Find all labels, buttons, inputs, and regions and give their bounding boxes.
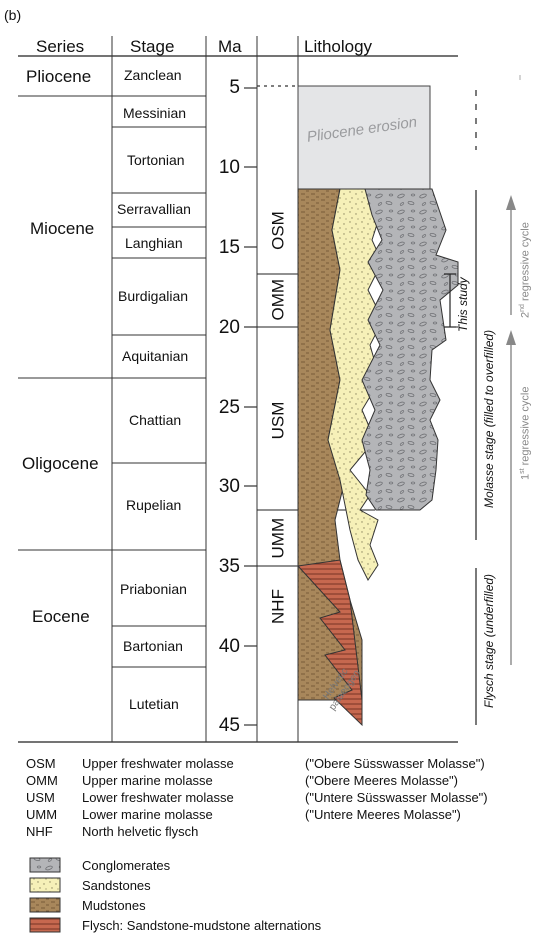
abbr-german: ("Obere Süsswasser Molasse") <box>305 756 485 771</box>
ma-label-40: 40 <box>218 636 240 657</box>
legend-sandstones: Sandstones <box>82 878 151 893</box>
first-regressive-cycle-label: 1st regressive cycle <box>519 387 532 481</box>
ma-label-15: 15 <box>218 237 240 258</box>
legend-mudstones: Mudstones <box>82 898 146 913</box>
stage-chattian: Chattian <box>129 412 182 428</box>
stage-rupelian: Rupelian <box>126 497 182 513</box>
stage-messinian: Messinian <box>123 105 187 121</box>
ma-label-10: 10 <box>218 157 240 178</box>
unit-umm: UMM <box>268 517 288 559</box>
stage-bartonian: Bartonian <box>123 638 183 654</box>
series-miocene: Miocene <box>30 219 95 238</box>
ma-label-35: 35 <box>218 556 240 577</box>
this-study-bracket <box>444 273 456 328</box>
ma-label-45: 45 <box>218 715 240 736</box>
ma-label-20: 20 <box>218 317 240 338</box>
legend-swatches <box>29 857 61 933</box>
unit-usm: USM <box>268 401 288 440</box>
flysch-stage-label: Flysch stage (underfilled) <box>482 573 496 708</box>
abbr-german: ("Obere Meeres Molasse") <box>305 773 458 788</box>
abbr-english: Lower marine molasse <box>82 807 213 822</box>
series-pliocene: Pliocene <box>26 67 92 86</box>
cycle-1-text: regressive cycle <box>519 386 532 469</box>
stage-tortonian: Tortonian <box>127 152 185 168</box>
abbr-code: NHF <box>26 824 53 839</box>
ma-label-30: 30 <box>218 476 240 497</box>
ma-label-5: 5 <box>229 77 240 98</box>
stage-priabonian: Priabonian <box>120 581 187 597</box>
flysch-wedge <box>296 559 363 727</box>
legend-flysch: Flysch: Sandstone-mudstone alternations <box>82 918 322 933</box>
cycle-2-sup: nd <box>519 304 526 312</box>
stage-lutetian: Lutetian <box>129 696 179 712</box>
abbr-german: ("Untere Süsswasser Molasse") <box>305 790 488 805</box>
header-lithology: Lithology <box>304 37 373 56</box>
this-study-label: This study <box>456 277 470 332</box>
ma-label-25: 25 <box>218 397 240 418</box>
cycle-1-sup: st <box>519 468 526 474</box>
abbr-english: Upper marine molasse <box>82 773 213 788</box>
abbr-english: Upper freshwater molasse <box>82 756 234 771</box>
abbr-code: OSM <box>26 756 56 771</box>
second-regressive-cycle-label: 2nd regressive cycle <box>519 222 532 318</box>
stage-langhian: Langhian <box>125 235 183 251</box>
cycle-arrows <box>506 75 521 665</box>
stage-serravallian: Serravallian <box>117 201 191 217</box>
unit-nhf: NHF <box>268 589 288 624</box>
conglomerate-column <box>361 188 459 511</box>
stage-burdigalian: Burdigalian <box>118 288 189 304</box>
abbr-english: North helvetic flysch <box>82 824 199 839</box>
legend-conglomerates: Conglomerates <box>82 858 171 873</box>
cycle-2-text: regressive cycle <box>519 222 532 305</box>
header-ma: Ma <box>218 37 242 56</box>
stage-aquitanian: Aquitanian <box>122 348 189 364</box>
abbr-code: USM <box>26 790 55 805</box>
stage-boundaries <box>112 95 206 668</box>
header-stage: Stage <box>130 37 175 56</box>
abbr-code: UMM <box>26 807 58 822</box>
unit-omm: OMM <box>268 278 288 321</box>
abbr-english: Lower freshwater molasse <box>82 790 234 805</box>
abbr-german: ("Untere Meeres Molasse") <box>305 807 461 822</box>
series-eocene: Eocene <box>32 607 90 626</box>
stage-zanclean: Zanclean <box>124 67 182 83</box>
panel-label: (b) <box>4 7 22 23</box>
unit-osm: OSM <box>268 211 288 250</box>
abbr-code: OMM <box>26 773 58 788</box>
series-oligocene: Oligocene <box>22 454 99 473</box>
cycle-1-num: 1 <box>519 473 532 480</box>
header-series: Series <box>36 37 85 56</box>
cycle-2-num: 2 <box>519 311 532 318</box>
molasse-stage-label: Molasse stage (filled to overfilled) <box>482 329 496 508</box>
ma-ticks <box>244 87 257 726</box>
